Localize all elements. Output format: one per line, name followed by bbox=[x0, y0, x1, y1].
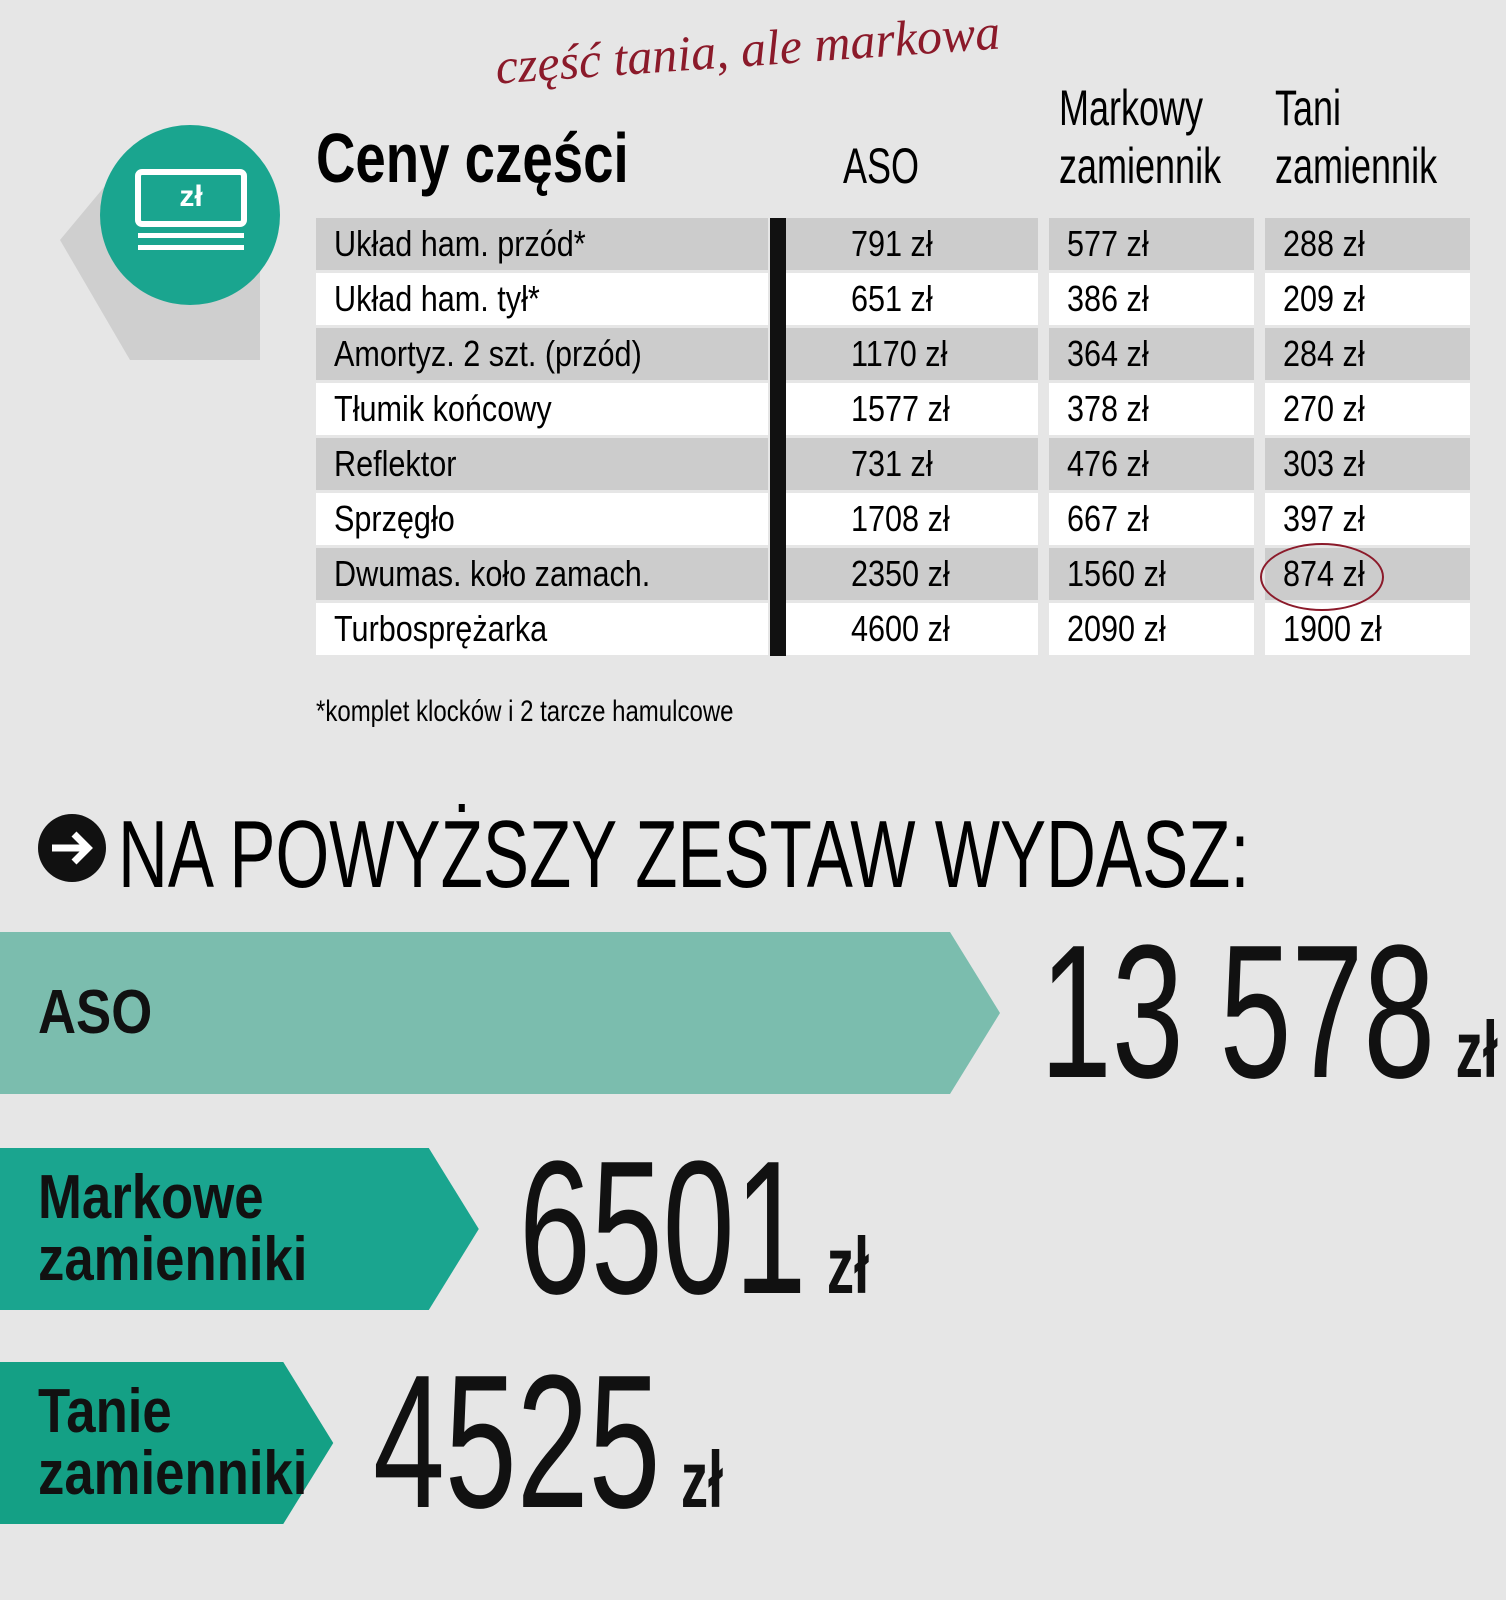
price-cell: 288 zł bbox=[1265, 218, 1470, 270]
price-cell: 364 zł bbox=[1049, 328, 1254, 380]
summary-value: 6501 zł bbox=[519, 1128, 869, 1366]
cell-text: 1170 zł bbox=[851, 333, 948, 374]
cell-text: Turbosprężarka bbox=[334, 608, 548, 649]
price-cell: 577 zł bbox=[1049, 218, 1254, 270]
value-unit: zł bbox=[681, 1435, 724, 1524]
row-fill bbox=[786, 273, 833, 325]
cell-text: 667 zł bbox=[1067, 498, 1149, 539]
price-cell: 1170 zł bbox=[833, 328, 1038, 380]
table: Układ ham. przód* 791 zł 577 zł 288 zł Układ… bbox=[0, 218, 1506, 658]
title: Ceny części bbox=[316, 119, 629, 197]
cell-text: Układ ham. przód* bbox=[334, 223, 586, 264]
row-label: Dwumas. koło zamach. bbox=[316, 548, 768, 600]
price-cell: 1577 zł bbox=[833, 383, 1038, 435]
cell-text: 1708 zł bbox=[851, 498, 950, 539]
value-number: 4525 bbox=[373, 1336, 661, 1548]
cell-text: 270 zł bbox=[1283, 388, 1365, 429]
summary-bar bbox=[0, 1362, 334, 1524]
highlight-circle bbox=[1260, 543, 1384, 611]
row-fill bbox=[786, 328, 833, 380]
row-label: Układ ham. przód* bbox=[316, 218, 768, 270]
value-unit: zł bbox=[1455, 1005, 1498, 1094]
cell-text: 1577 zł bbox=[851, 388, 950, 429]
price-cell: 386 zł bbox=[1049, 273, 1254, 325]
cell-text: 364 zł bbox=[1067, 333, 1149, 374]
row-label: Reflektor bbox=[316, 438, 768, 490]
cell-text: 4600 zł bbox=[851, 608, 950, 649]
cell-text: 288 zł bbox=[1283, 223, 1365, 264]
summary-label: Tanie zamienniki bbox=[38, 1377, 308, 1508]
value-number: 13 578 bbox=[1040, 906, 1436, 1118]
row-label: Sprzęgło bbox=[316, 493, 768, 545]
footnote: *komplet klocków i 2 tarcze hamulcowe bbox=[316, 695, 734, 728]
row-fill bbox=[786, 383, 833, 435]
value-number: 6501 bbox=[518, 1122, 807, 1334]
price-cell: 270 zł bbox=[1265, 383, 1470, 435]
price-cell: 397 zł bbox=[1265, 493, 1470, 545]
price-cell: 303 zł bbox=[1265, 438, 1470, 490]
cell-text: Reflektor bbox=[334, 443, 457, 484]
price-cell: 284 zł bbox=[1265, 328, 1470, 380]
cell-text: 791 zł bbox=[851, 223, 933, 264]
cell-text: 303 zł bbox=[1283, 443, 1365, 484]
row-fill bbox=[786, 438, 833, 490]
cell-text: Amortyz. 2 szt. (przód) bbox=[334, 333, 642, 374]
row-label: Tłumik końcowy bbox=[316, 383, 768, 435]
row-fill bbox=[786, 218, 833, 270]
summary-label: Markowe zamienniki bbox=[38, 1163, 308, 1294]
summary-bar bbox=[0, 1148, 479, 1310]
column-headers: ASO Markowy zamiennik Tani zamiennik bbox=[0, 60, 1506, 195]
row-label: Układ ham. tył* bbox=[316, 273, 768, 325]
row-label: Amortyz. 2 szt. (przód) bbox=[316, 328, 768, 380]
arrow-icon bbox=[38, 814, 106, 882]
summary-label: ASO bbox=[38, 978, 153, 1047]
summary-heading: NA POWYŻSZY ZESTAW WYDASZ: bbox=[118, 801, 1250, 908]
cell-text: 731 zł bbox=[851, 443, 933, 484]
price-cell: 2350 zł bbox=[833, 548, 1038, 600]
price-cell: 209 zł bbox=[1265, 273, 1470, 325]
price-cell: 476 zł bbox=[1049, 438, 1254, 490]
cell-text: Układ ham. tył* bbox=[334, 278, 540, 319]
cell-text: Dwumas. koło zamach. bbox=[334, 553, 651, 594]
price-cell: 731 zł bbox=[833, 438, 1038, 490]
price-cell: 1560 zł bbox=[1049, 548, 1254, 600]
row-label: Turbosprężarka bbox=[316, 603, 768, 655]
cell-text: 284 zł bbox=[1283, 333, 1365, 374]
cell-text: 2090 zł bbox=[1067, 608, 1166, 649]
svg-text:zł: zł bbox=[179, 180, 203, 213]
cell-text: 378 zł bbox=[1067, 388, 1149, 429]
summary-value: 13 578 zł bbox=[1040, 912, 1498, 1150]
cell-text: 397 zł bbox=[1283, 498, 1365, 539]
price-cell: 667 zł bbox=[1049, 493, 1254, 545]
row-fill bbox=[786, 548, 833, 600]
row-fill bbox=[786, 603, 833, 655]
cell-text: 386 zł bbox=[1067, 278, 1149, 319]
money-icon: zł bbox=[60, 125, 280, 360]
column-header: Markowy zamiennik bbox=[1059, 80, 1222, 194]
price-cell: 791 zł bbox=[833, 218, 1038, 270]
cell-text: 476 zł bbox=[1067, 443, 1149, 484]
divider bbox=[770, 218, 786, 656]
cell-text: 1560 zł bbox=[1067, 553, 1166, 594]
cell-text: Sprzęgło bbox=[334, 498, 455, 539]
cell-text: 577 zł bbox=[1067, 223, 1149, 264]
price-cell: 378 zł bbox=[1049, 383, 1254, 435]
price-cell: 1900 zł bbox=[1265, 603, 1470, 655]
price-cell: 4600 zł bbox=[833, 603, 1038, 655]
cell-text: Tłumik końcowy bbox=[334, 388, 552, 429]
column-header: ASO bbox=[843, 138, 920, 194]
column-header: Tani zamiennik bbox=[1275, 80, 1438, 194]
summary-value: 4525 zł bbox=[373, 1342, 723, 1580]
price-cell: 1708 zł bbox=[833, 493, 1038, 545]
summary-bar bbox=[0, 932, 1000, 1094]
price-cell: 2090 zł bbox=[1049, 603, 1254, 655]
value-unit: zł bbox=[826, 1221, 869, 1310]
cell-text: 1900 zł bbox=[1283, 608, 1382, 649]
price-cell: 651 zł bbox=[833, 273, 1038, 325]
row-fill bbox=[786, 493, 833, 545]
cell-text: 2350 zł bbox=[851, 553, 950, 594]
cell-text: 209 zł bbox=[1283, 278, 1365, 319]
cell-text: 651 zł bbox=[851, 278, 933, 319]
